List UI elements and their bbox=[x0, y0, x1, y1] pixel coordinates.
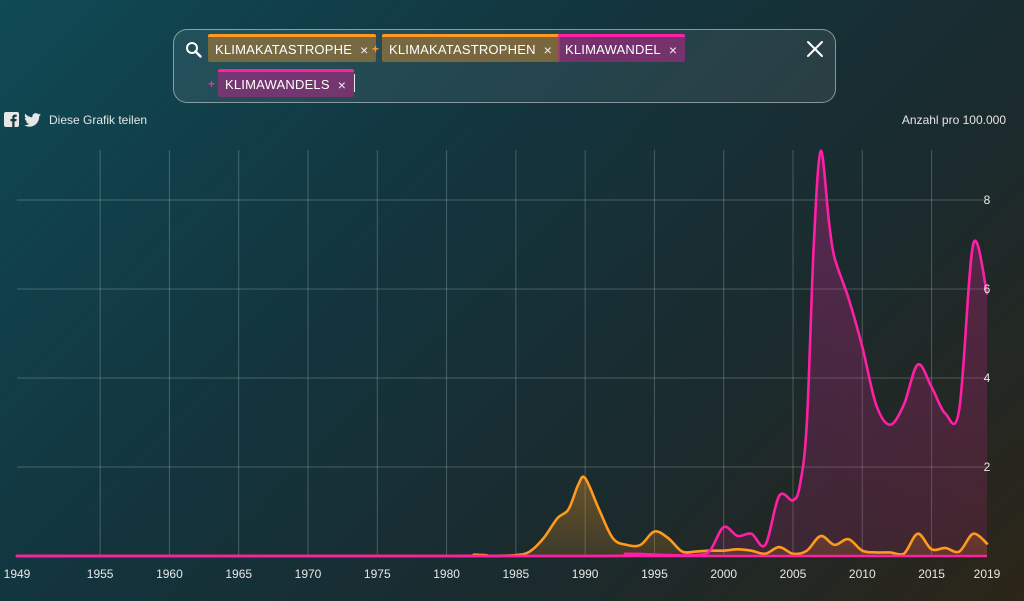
close-icon[interactable] bbox=[804, 38, 826, 60]
series-line[interactable] bbox=[15, 475, 989, 558]
y-tick-label: 8 bbox=[984, 193, 991, 207]
x-tick-label: 2015 bbox=[918, 567, 945, 581]
search-icon[interactable] bbox=[185, 41, 203, 59]
series-lines bbox=[15, 149, 989, 558]
x-tick-label: 1995 bbox=[641, 567, 668, 581]
series-areas bbox=[17, 150, 987, 557]
tag-remove-icon[interactable]: × bbox=[668, 41, 678, 58]
series-area bbox=[17, 150, 987, 557]
x-tick-label: 1960 bbox=[156, 567, 183, 581]
twitter-icon[interactable] bbox=[24, 112, 41, 127]
x-tick-label: 1955 bbox=[87, 567, 114, 581]
x-tick-label: 1980 bbox=[433, 567, 460, 581]
share-label[interactable]: Diese Grafik teilen bbox=[49, 112, 148, 127]
search-tag[interactable]: KLIMAWANDEL × bbox=[558, 34, 686, 62]
y-tick-label: 4 bbox=[984, 371, 991, 385]
search-tag[interactable]: KLIMAKATASTROPHE × bbox=[208, 34, 377, 62]
y-axis-ticks: 2 4 6 8 bbox=[984, 193, 991, 474]
x-tick-label: 2019 bbox=[974, 567, 1001, 581]
tag-label: KLIMAWANDELS bbox=[225, 77, 330, 92]
tag-label: KLIMAKATASTROPHE bbox=[215, 42, 353, 57]
x-tick-label: 1990 bbox=[572, 567, 599, 581]
search-tag[interactable]: KLIMAWANDELS × bbox=[218, 69, 355, 97]
x-tick-label: 1970 bbox=[295, 567, 322, 581]
x-tick-label: 1985 bbox=[503, 567, 530, 581]
x-tick-label: 1975 bbox=[364, 567, 391, 581]
x-tick-label: 1949 bbox=[4, 567, 31, 581]
facebook-icon[interactable] bbox=[4, 112, 19, 127]
tag-label: KLIMAWANDEL bbox=[565, 42, 661, 57]
x-tick-label: 2005 bbox=[780, 567, 807, 581]
y-tick-label: 2 bbox=[984, 460, 991, 474]
x-tick-label: 2010 bbox=[849, 567, 876, 581]
y-tick-label: 6 bbox=[984, 282, 991, 296]
tag-remove-icon[interactable]: × bbox=[360, 41, 369, 58]
tag-joiner: + bbox=[372, 42, 380, 56]
tag-joiner: + bbox=[208, 77, 216, 91]
text-caret[interactable] bbox=[354, 74, 355, 92]
y-axis-unit-label: Anzahl pro 100.000 bbox=[901, 113, 1006, 127]
x-axis-ticks: 1949 1955 1960 1965 1970 1975 1980 1985 1990 1995… bbox=[4, 567, 1001, 581]
search-box[interactable]: KLIMAKATASTROPHE × + KLIMAKATASTROPHEN ×… bbox=[173, 29, 836, 103]
x-tick-label: 1965 bbox=[225, 567, 252, 581]
tag-remove-icon[interactable]: × bbox=[337, 76, 347, 93]
tag-remove-icon[interactable]: × bbox=[543, 41, 553, 58]
tag-label: KLIMAKATASTROPHEN bbox=[389, 42, 536, 57]
share-bar[interactable]: Diese Grafik teilen bbox=[4, 112, 147, 127]
x-tick-label: 2000 bbox=[710, 567, 737, 581]
search-tag[interactable]: KLIMAKATASTROPHEN × bbox=[382, 34, 561, 62]
